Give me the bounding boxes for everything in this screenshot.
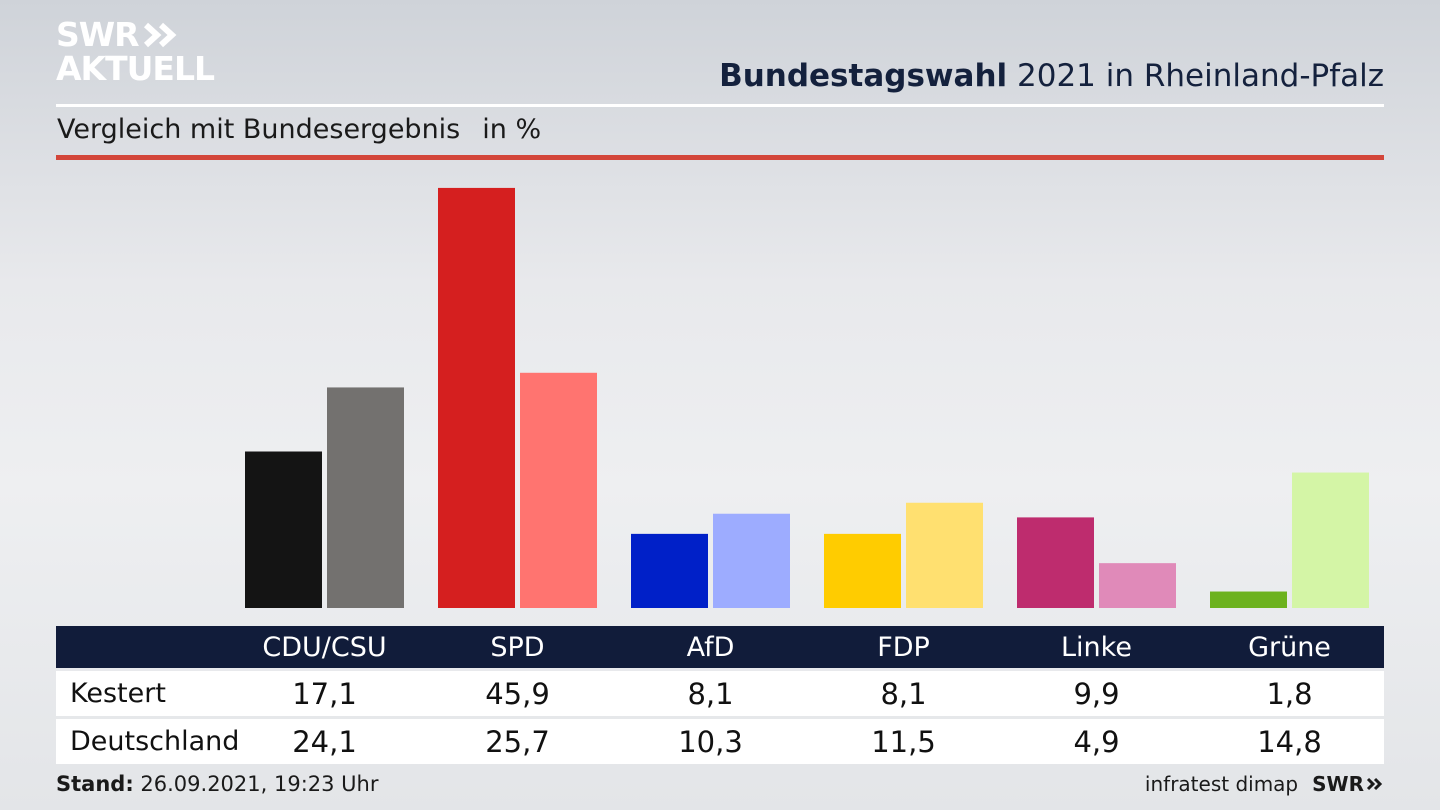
logo-text-aktuell: AKTUELL xyxy=(56,49,215,88)
swr-aktuell-logo: SWR AKTUELL xyxy=(56,15,215,88)
value-kestert-fdp: 8,1 xyxy=(880,676,927,711)
chevrons-icon xyxy=(143,22,177,47)
bar-gr-ne-kestert xyxy=(1210,591,1287,608)
bar-afd-deutschland xyxy=(713,513,790,608)
chart-title-rest: 2021 in Rheinland-Pfalz xyxy=(1007,58,1384,94)
row-label-deutschland: Deutschland xyxy=(70,726,240,757)
chart-title-bold: Bundestagswahl xyxy=(719,58,1008,94)
value-deutschland-linke: 4,9 xyxy=(1073,724,1120,759)
column-header-spd: SPD xyxy=(490,631,545,663)
column-header-cdu-csu: CDU/CSU xyxy=(262,631,387,663)
value-kestert-gr-ne: 1,8 xyxy=(1266,676,1313,711)
footer-chevrons-icon xyxy=(1366,777,1383,791)
bar-afd-kestert xyxy=(631,533,708,608)
chart-subtitle: Vergleich mit Bundesergebnis in % xyxy=(57,114,541,145)
column-header-gr-ne: Grüne xyxy=(1248,631,1331,663)
source-text: infratest dimap xyxy=(1144,772,1299,796)
bar-fdp-deutschland xyxy=(906,502,983,608)
results-table: CDU/CSU SPD AfD FDP Linke Grüne Kestert 17,1 45… xyxy=(56,626,1384,764)
column-header-fdp: FDP xyxy=(877,631,930,663)
column-header-afd: AfD xyxy=(686,631,735,663)
bar-spd-deutschland xyxy=(520,372,597,608)
stand-value: 26.09.2021, 19:23 Uhr xyxy=(133,772,379,796)
value-kestert-spd: 45,9 xyxy=(485,676,550,711)
timestamp: Stand: 26.09.2021, 19:23 Uhr xyxy=(56,772,379,796)
logo-text-swr: SWR xyxy=(56,15,140,54)
bar-chart xyxy=(245,187,1369,608)
value-deutschland-gr-ne: 14,8 xyxy=(1257,724,1322,759)
chart-title: Bundestagswahl 2021 in Rheinland-Pfalz xyxy=(719,58,1384,94)
bar-gr-ne-deutschland xyxy=(1292,472,1369,608)
bar-linke-deutschland xyxy=(1099,563,1176,608)
value-deutschland-spd: 25,7 xyxy=(485,724,550,759)
stand-label: Stand: xyxy=(56,772,134,796)
bar-linke-kestert xyxy=(1017,517,1094,608)
subtitle-unit: in % xyxy=(482,114,542,145)
value-kestert-cdu-csu: 17,1 xyxy=(292,676,357,711)
table-row-deutschland: Deutschland 24,1 25,7 10,3 11,5 4,9 14,8 xyxy=(56,719,1384,764)
column-header-linke: Linke xyxy=(1061,631,1132,663)
subtitle-divider xyxy=(56,155,1384,160)
value-kestert-linke: 9,9 xyxy=(1073,676,1120,711)
source-credit: infratest dimap SWR xyxy=(1145,772,1384,796)
title-divider xyxy=(56,104,1384,107)
table-row-kestert: Kestert 17,1 45,9 8,1 8,1 9,9 1,8 xyxy=(56,671,1384,716)
table-header-row: CDU/CSU SPD AfD FDP Linke Grüne xyxy=(56,626,1384,668)
value-deutschland-afd: 10,3 xyxy=(678,724,743,759)
value-kestert-afd: 8,1 xyxy=(687,676,734,711)
bar-cdu-csu-deutschland xyxy=(327,387,404,608)
bar-cdu-csu-kestert xyxy=(245,451,322,608)
row-label-kestert: Kestert xyxy=(70,678,166,709)
value-deutschland-fdp: 11,5 xyxy=(871,724,936,759)
bar-fdp-kestert xyxy=(824,533,901,608)
bar-spd-kestert xyxy=(438,187,515,608)
footer-swr-logo: SWR xyxy=(1312,772,1384,796)
subtitle-text: Vergleich mit Bundesergebnis xyxy=(57,114,461,145)
value-deutschland-cdu-csu: 24,1 xyxy=(292,724,357,759)
footer-logo-text: SWR xyxy=(1312,772,1364,796)
